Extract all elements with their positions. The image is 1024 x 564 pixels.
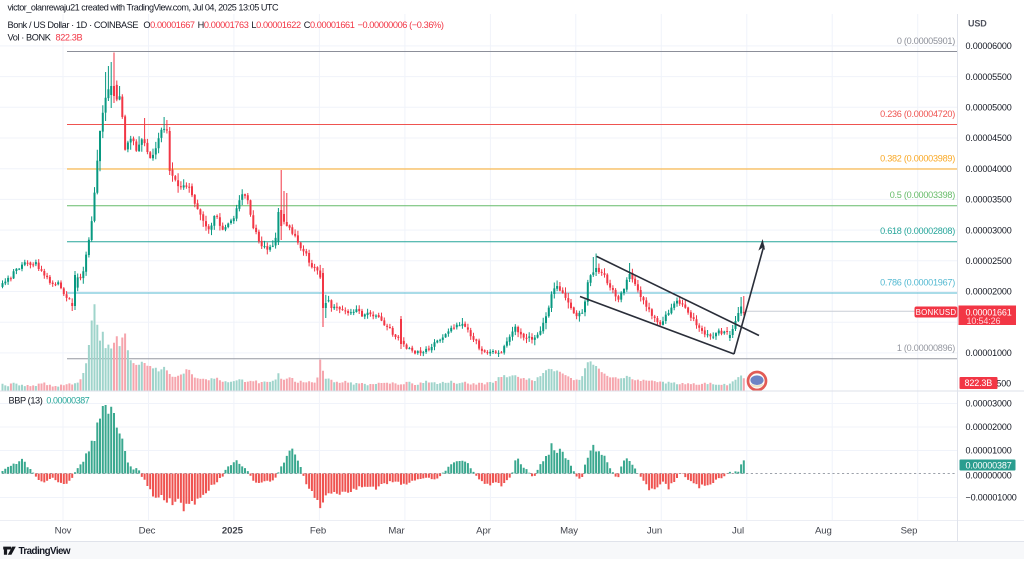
svg-text:0.00002000: 0.00002000 (966, 422, 1012, 432)
svg-text:500: 500 (996, 378, 1011, 388)
svg-text:0.00004500: 0.00004500 (966, 133, 1012, 143)
svg-text:0.00005500: 0.00005500 (966, 72, 1012, 82)
svg-text:Bonk / US Dollar · 1D · COINBA: Bonk / US Dollar · 1D · COINBASE O0.0000… (8, 20, 444, 30)
svg-text:Mar: Mar (388, 526, 405, 537)
svg-text:victor_olanrewaju21 created wi: victor_olanrewaju21 created with Trading… (8, 2, 279, 12)
svg-text:0.00006000: 0.00006000 (966, 41, 1012, 51)
svg-text:0.00002000: 0.00002000 (966, 287, 1012, 297)
svg-text:0.00001661: 0.00001661 (966, 308, 1012, 318)
svg-text:0.382 (0.00003989): 0.382 (0.00003989) (880, 154, 955, 164)
svg-text:0.618 (0.00002808): 0.618 (0.00002808) (880, 226, 955, 236)
svg-text:0.00000000: 0.00000000 (966, 471, 1012, 481)
svg-text:10:54:26: 10:54:26 (967, 316, 1001, 326)
svg-text:TradingView: TradingView (19, 546, 71, 557)
svg-text:0.00003000: 0.00003000 (966, 225, 1012, 235)
svg-text:0.786 (0.00001967): 0.786 (0.00001967) (880, 278, 955, 288)
svg-text:Dec: Dec (139, 526, 156, 537)
svg-text:Apr: Apr (476, 526, 492, 537)
svg-text:0.00003000: 0.00003000 (966, 399, 1012, 409)
svg-text:May: May (560, 526, 578, 537)
svg-text:Aug: Aug (815, 526, 832, 537)
svg-text:0.00001000: 0.00001000 (966, 446, 1012, 456)
svg-text:USD: USD (968, 19, 987, 29)
svg-text:0.00004000: 0.00004000 (966, 164, 1012, 174)
svg-text:1 (0.00000896): 1 (0.00000896) (897, 343, 955, 353)
svg-text:2025: 2025 (222, 526, 244, 537)
svg-text:Sep: Sep (901, 526, 918, 537)
svg-text:0.00005000: 0.00005000 (966, 103, 1012, 113)
svg-text:Jul: Jul (732, 526, 744, 537)
svg-text:BONKUSD: BONKUSD (916, 308, 957, 317)
svg-text:0.236 (0.00004720): 0.236 (0.00004720) (880, 109, 955, 119)
svg-text:0.00001000: 0.00001000 (966, 348, 1012, 358)
svg-text:Nov: Nov (55, 526, 72, 537)
svg-text:0.00002500: 0.00002500 (966, 256, 1012, 266)
svg-text:822.3B: 822.3B (965, 378, 993, 388)
svg-text:BBP (13)0.00000387: BBP (13) 0.00000387 (9, 395, 90, 405)
svg-text:−0.00001000: −0.00001000 (966, 493, 1017, 503)
svg-text:Jun: Jun (647, 526, 662, 537)
svg-text:0.00000387: 0.00000387 (966, 460, 1012, 470)
svg-text:0 (0.00005901): 0 (0.00005901) (897, 36, 955, 46)
svg-text:0.00003500: 0.00003500 (966, 195, 1012, 205)
svg-text:0.5 (0.00003398): 0.5 (0.00003398) (890, 190, 955, 200)
svg-text:Feb: Feb (310, 526, 326, 537)
